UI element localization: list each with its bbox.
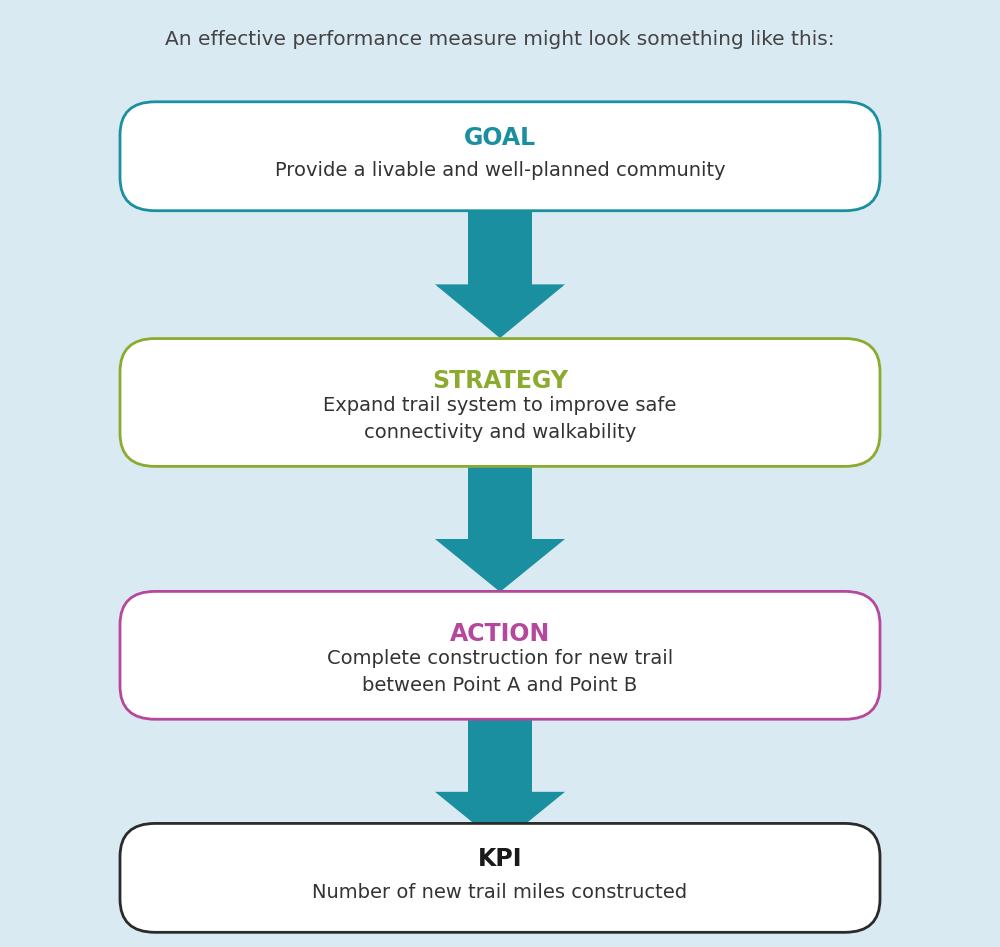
Text: GOAL: GOAL [464,126,536,150]
FancyBboxPatch shape [120,339,880,467]
Text: ACTION: ACTION [450,621,550,646]
FancyBboxPatch shape [120,823,880,932]
Text: STRATEGY: STRATEGY [432,368,568,393]
Polygon shape [435,210,565,338]
Text: Provide a livable and well-planned community: Provide a livable and well-planned commu… [275,161,725,180]
FancyBboxPatch shape [120,102,880,211]
Text: KPI: KPI [478,848,522,871]
Text: Number of new trail miles constructed: Number of new trail miles constructed [312,883,688,902]
Polygon shape [435,719,565,845]
Polygon shape [435,466,565,592]
Text: Complete construction for new trail
between Point A and Point B: Complete construction for new trail betw… [327,650,673,695]
FancyBboxPatch shape [120,591,880,720]
Text: An effective performance measure might look something like this:: An effective performance measure might l… [165,30,835,49]
Text: Expand trail system to improve safe
connectivity and walkability: Expand trail system to improve safe conn… [323,397,677,442]
